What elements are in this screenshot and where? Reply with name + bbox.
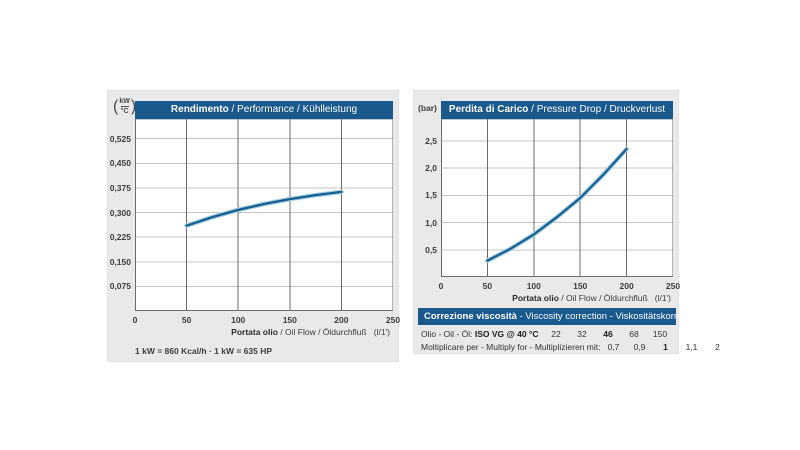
title-italian: Rendimento bbox=[170, 104, 229, 115]
oil-label-bold: ISO VG @ 40 °C bbox=[474, 329, 539, 339]
table-value-cell: 0,7 bbox=[607, 342, 620, 352]
oil-label-normal: Olio - Oil - Öl: bbox=[421, 329, 475, 339]
table-value-cell: 1 bbox=[663, 342, 668, 352]
multiplier-row: Moltiplicare per - Multiply for - Multip… bbox=[421, 341, 720, 353]
multiplier-values: 0,7 0,9 1 1,1 2 bbox=[601, 342, 731, 352]
performance-x-axis-label: Portata olio / Oil Flow / Öldurchfluß (l/… bbox=[231, 327, 390, 337]
left-plot-svg bbox=[135, 119, 393, 311]
multiplier-label: Moltiplicare per - Multiply for - Multip… bbox=[421, 342, 601, 352]
table-value-cell: 2 bbox=[715, 342, 720, 352]
title-italian: Perdita di Carico bbox=[448, 104, 529, 115]
y-tick-label: 0,150 bbox=[109, 256, 131, 267]
table-value-cell: 22 bbox=[551, 329, 561, 339]
paren-open: ( bbox=[113, 97, 119, 115]
xlabel-unit: (l/1') bbox=[373, 327, 390, 337]
viscosity-correction-header: Correzione viscosità - Viscosity correct… bbox=[418, 308, 676, 325]
y-tick-label: 0,375 bbox=[109, 182, 131, 193]
visc-header-italian: Correzione viscosità bbox=[424, 311, 517, 322]
xlabel-rest: / Oil Flow / Öldurchfluß bbox=[558, 293, 648, 303]
x-tick-label: 200 bbox=[619, 281, 634, 291]
performance-chart-title: Rendimento / Performance / Kühlleistung bbox=[135, 101, 393, 119]
pressure-drop-x-axis-label: Portata olio / Oil Flow / Öldurchfluß (l/… bbox=[512, 293, 671, 303]
y-tick-label: 0,225 bbox=[109, 232, 131, 243]
y-tick-label: 1,5 bbox=[425, 190, 437, 201]
viscosity-grade-values: 22 32 46 68 150 bbox=[543, 329, 673, 339]
viscosity-grade-row: Olio - Oil - Öl: ISO VG @ 40 °C 22 32 46 68… bbox=[421, 328, 673, 340]
unit-denominator: °C bbox=[120, 106, 129, 115]
table-value-cell: 32 bbox=[577, 329, 587, 339]
y-tick-label: 0,075 bbox=[109, 281, 131, 292]
y-tick-label: 2,0 bbox=[425, 163, 437, 174]
y-axis-unit-bar: (bar) bbox=[418, 103, 437, 113]
xlabel-rest: / Oil Flow / Öldurchfluß bbox=[277, 327, 367, 337]
performance-chart-panel: ( kW °C ) Rendimento / Performance / Küh… bbox=[107, 90, 400, 362]
y-tick-label: 0,300 bbox=[109, 207, 131, 218]
x-tick-label: 50 bbox=[482, 281, 493, 291]
table-value-cell: 1,1 bbox=[685, 342, 698, 352]
y-axis-unit-kw-per-c: ( kW °C ) bbox=[113, 98, 136, 116]
table-value-cell: 150 bbox=[652, 329, 668, 339]
right-plot-svg bbox=[441, 119, 673, 277]
pressure-drop-chart-title: Perdita di Carico / Pressure Drop / Druc… bbox=[441, 101, 673, 119]
pressure-drop-plot-area bbox=[441, 119, 673, 277]
xlabel-bold: Portata olio bbox=[512, 293, 559, 303]
pressure-drop-panel: (bar) Perdita di Carico / Pressure Drop … bbox=[413, 90, 720, 354]
title-translations: / Performance / Kühlleistung bbox=[228, 104, 358, 115]
x-tick-label: 150 bbox=[282, 315, 297, 325]
table-value-cell: 0,9 bbox=[633, 342, 646, 352]
x-tick-label: 100 bbox=[231, 315, 246, 325]
unit-numerator: kW bbox=[119, 98, 130, 105]
x-tick-label: 250 bbox=[665, 281, 681, 291]
performance-plot-area bbox=[135, 119, 393, 311]
x-tick-label: 100 bbox=[526, 281, 541, 291]
x-tick-label: 0 bbox=[132, 315, 138, 325]
visc-header-translations: - Viscosity correction - Viskositätskorr… bbox=[519, 311, 676, 322]
x-tick-label: 250 bbox=[385, 315, 401, 325]
x-tick-label: 0 bbox=[438, 281, 444, 291]
oil-grade-label: Olio - Oil - Öl: ISO VG @ 40 °C bbox=[421, 329, 543, 339]
x-tick-label: 200 bbox=[334, 315, 349, 325]
xlabel-unit: (l/1') bbox=[654, 293, 671, 303]
x-tick-label: 50 bbox=[181, 315, 192, 325]
paren-close: ) bbox=[130, 97, 137, 115]
power-conversion-note: 1 kW = 860 Kcal/h · 1 kW = 635 HP bbox=[135, 346, 273, 356]
y-tick-label: 1,0 bbox=[425, 217, 437, 228]
y-tick-label: 0,450 bbox=[109, 158, 131, 169]
table-value-cell: 46 bbox=[603, 329, 613, 339]
y-tick-label: 0,525 bbox=[109, 133, 131, 144]
table-value-cell: 68 bbox=[629, 329, 639, 339]
title-translations: / Pressure Drop / Druckverlust bbox=[528, 104, 666, 115]
x-tick-label: 150 bbox=[573, 281, 588, 291]
y-tick-label: 0,5 bbox=[425, 244, 437, 255]
xlabel-bold: Portata olio bbox=[231, 327, 278, 337]
y-tick-label: 2,5 bbox=[425, 135, 437, 146]
